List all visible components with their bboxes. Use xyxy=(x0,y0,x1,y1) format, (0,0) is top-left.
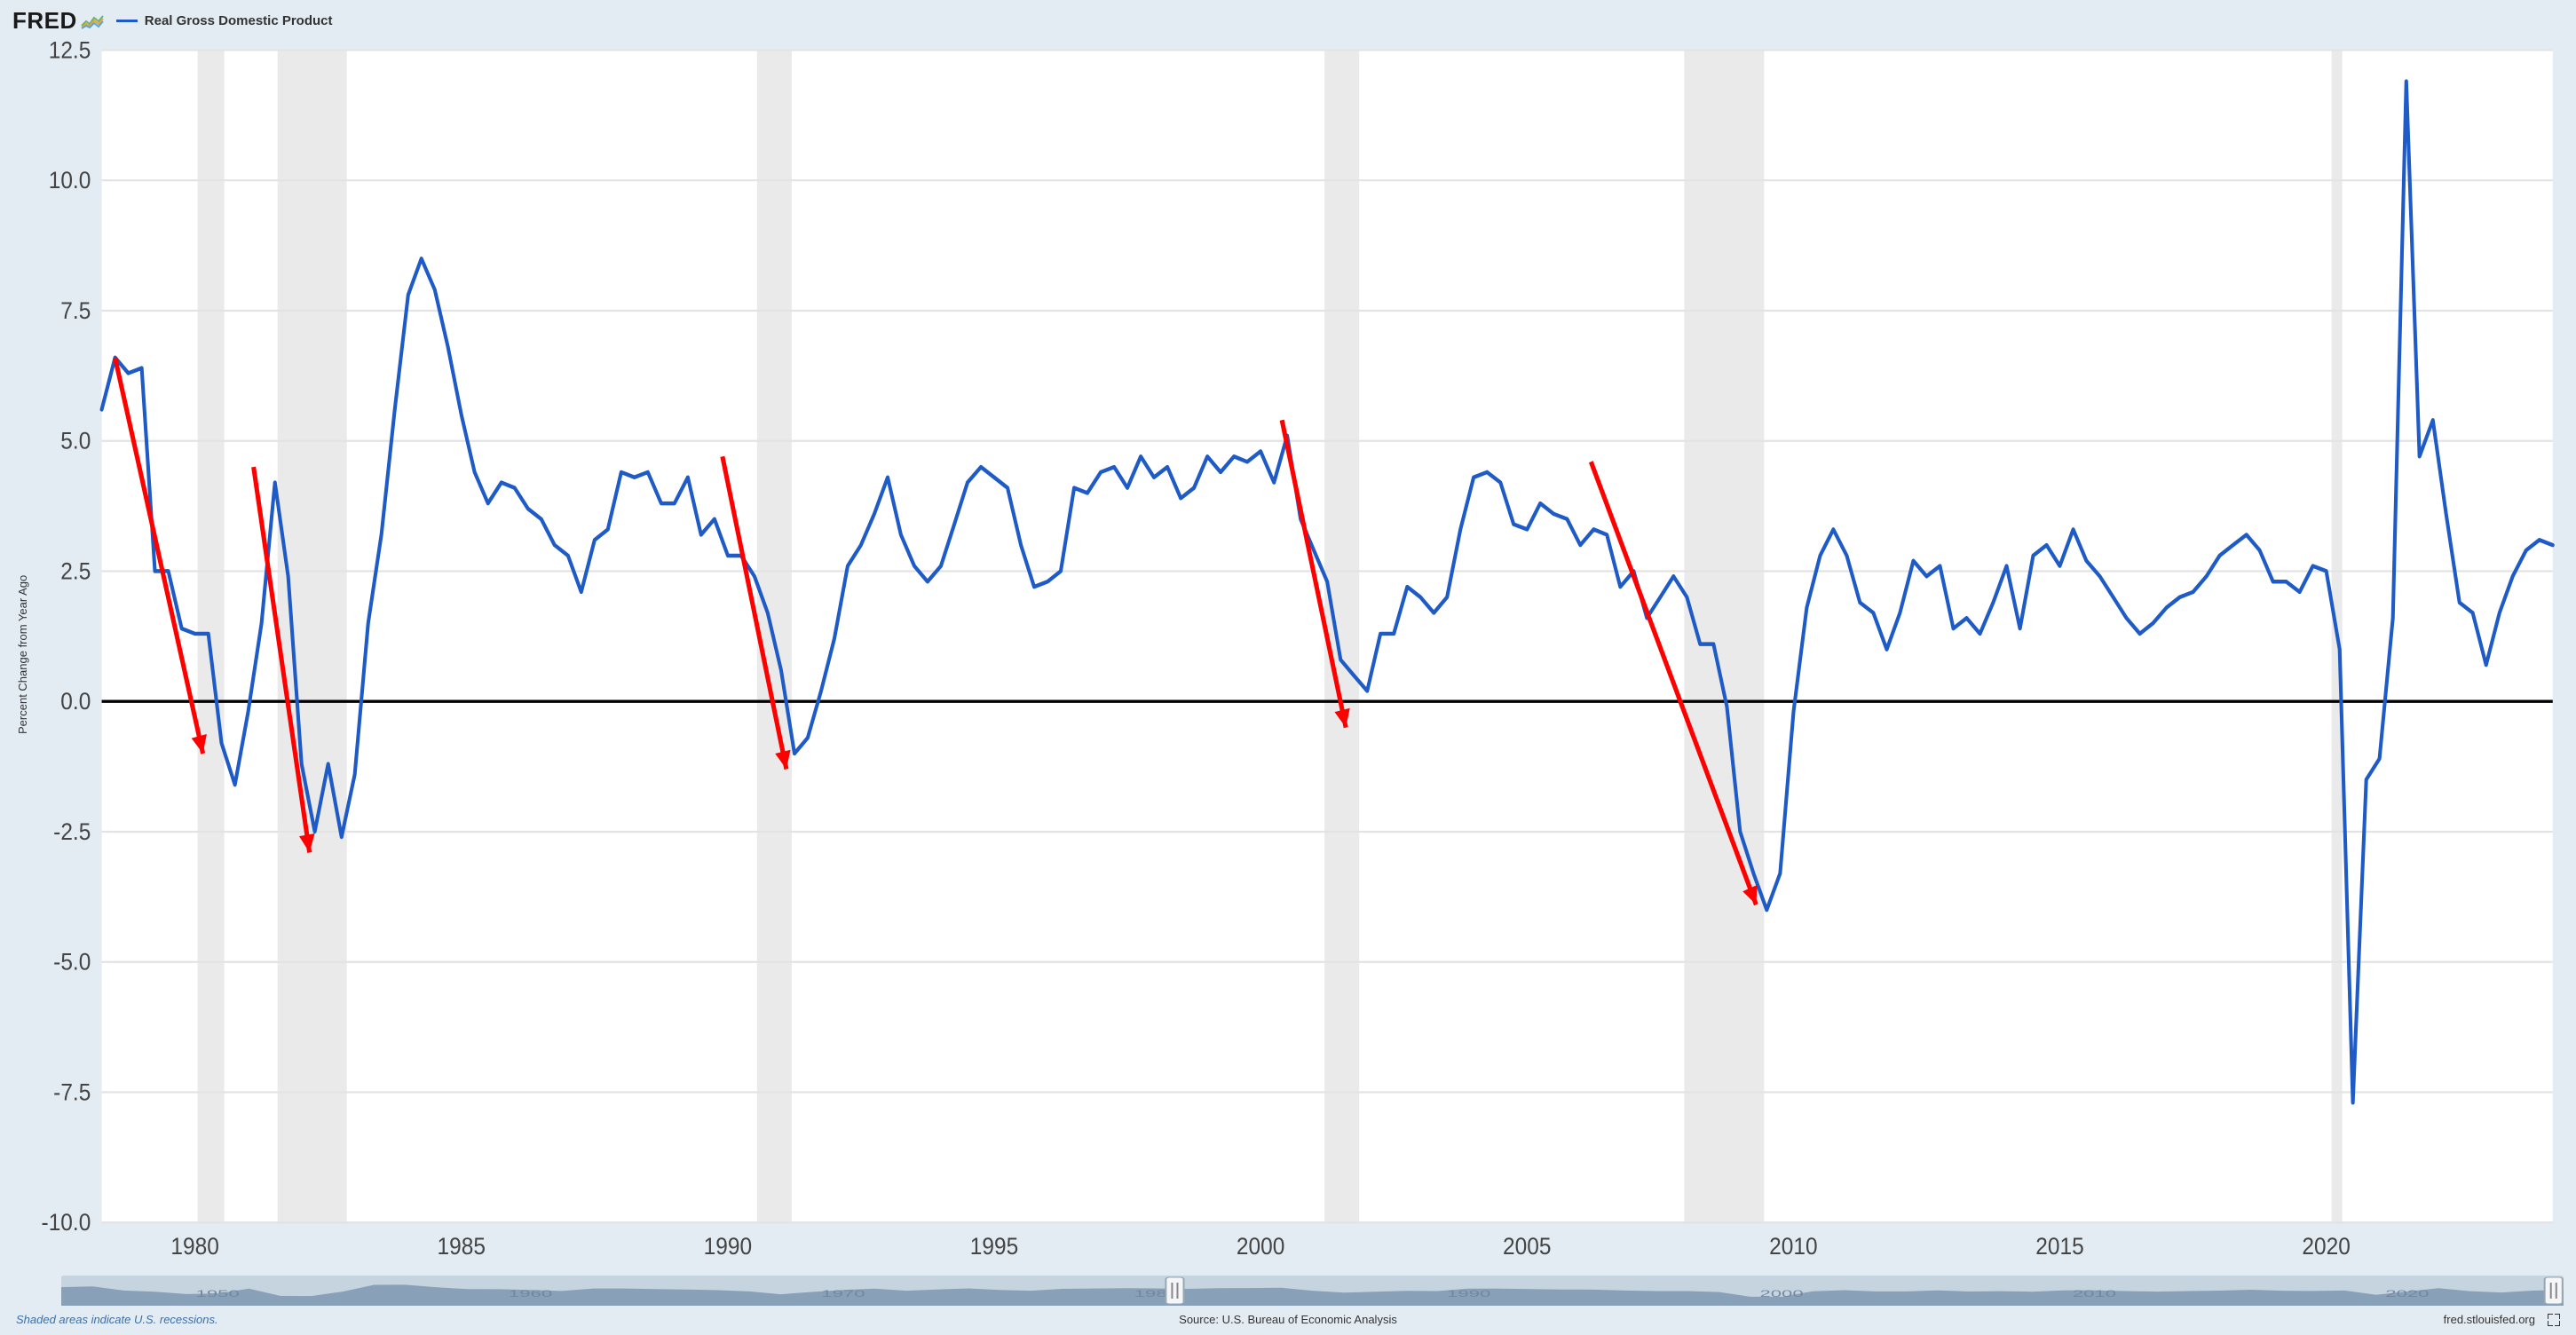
legend-swatch xyxy=(116,20,138,22)
chart-legend: Real Gross Domestic Product xyxy=(116,13,333,28)
fullscreen-icon[interactable] xyxy=(2548,1314,2560,1326)
source-attribution: Source: U.S. Bureau of Economic Analysis xyxy=(1179,1313,1397,1326)
svg-text:1985: 1985 xyxy=(438,1234,486,1260)
legend-label: Real Gross Domestic Product xyxy=(145,13,333,28)
y-axis-label: Percent Change from Year Ago xyxy=(12,38,29,1270)
fred-logo-icon xyxy=(81,13,104,29)
fred-logo-text: FRED xyxy=(12,7,77,35)
svg-text:0.0: 0.0 xyxy=(60,689,91,715)
svg-text:2020: 2020 xyxy=(2385,1288,2430,1299)
time-range-selector[interactable]: 19501960197019801990200020102020 xyxy=(61,1276,2564,1306)
plot-area[interactable]: -10.0 -7.5 -5.0 -2.5 0.0 2.5 5.0 7.5 10.0 12.5 198… xyxy=(29,38,2564,1270)
svg-text:10.0: 10.0 xyxy=(49,168,91,194)
svg-text:2.5: 2.5 xyxy=(60,558,91,584)
chart-container: FRED Real Gross Domestic Product Percent… xyxy=(0,0,2576,1335)
svg-text:1990: 1990 xyxy=(1447,1288,1491,1299)
svg-text:-2.5: -2.5 xyxy=(53,819,91,845)
chart-header: FRED Real Gross Domestic Product xyxy=(12,5,2564,38)
svg-text:1980: 1980 xyxy=(170,1234,218,1260)
svg-text:1990: 1990 xyxy=(704,1234,752,1260)
fred-logo: FRED xyxy=(12,7,104,35)
recession-note: Shaded areas indicate U.S. recessions. xyxy=(16,1313,218,1326)
svg-text:12.5: 12.5 xyxy=(49,38,91,64)
svg-text:5.0: 5.0 xyxy=(60,429,91,454)
svg-text:1970: 1970 xyxy=(821,1288,865,1299)
svg-text:2000: 2000 xyxy=(1237,1234,1284,1260)
svg-text:2000: 2000 xyxy=(1759,1288,1804,1299)
svg-text:-7.5: -7.5 xyxy=(53,1079,91,1105)
svg-text:7.5: 7.5 xyxy=(60,298,91,324)
svg-text:2015: 2015 xyxy=(2035,1234,2083,1260)
svg-text:-10.0: -10.0 xyxy=(42,1210,91,1236)
svg-text:2005: 2005 xyxy=(1503,1234,1551,1260)
chart-footer: Shaded areas indicate U.S. recessions. S… xyxy=(12,1306,2564,1326)
svg-text:1995: 1995 xyxy=(970,1234,1018,1260)
svg-text:2010: 2010 xyxy=(2073,1288,2117,1299)
svg-text:-5.0: -5.0 xyxy=(53,950,91,976)
svg-text:2020: 2020 xyxy=(2302,1234,2350,1260)
chart-body: Percent Change from Year Ago -10.0 -7.5 -5… xyxy=(12,38,2564,1270)
svg-text:2010: 2010 xyxy=(1769,1234,1817,1260)
svg-text:1950: 1950 xyxy=(196,1288,241,1299)
svg-text:1960: 1960 xyxy=(509,1288,553,1299)
fred-link[interactable]: fred.stlouisfed.org xyxy=(2444,1313,2535,1326)
